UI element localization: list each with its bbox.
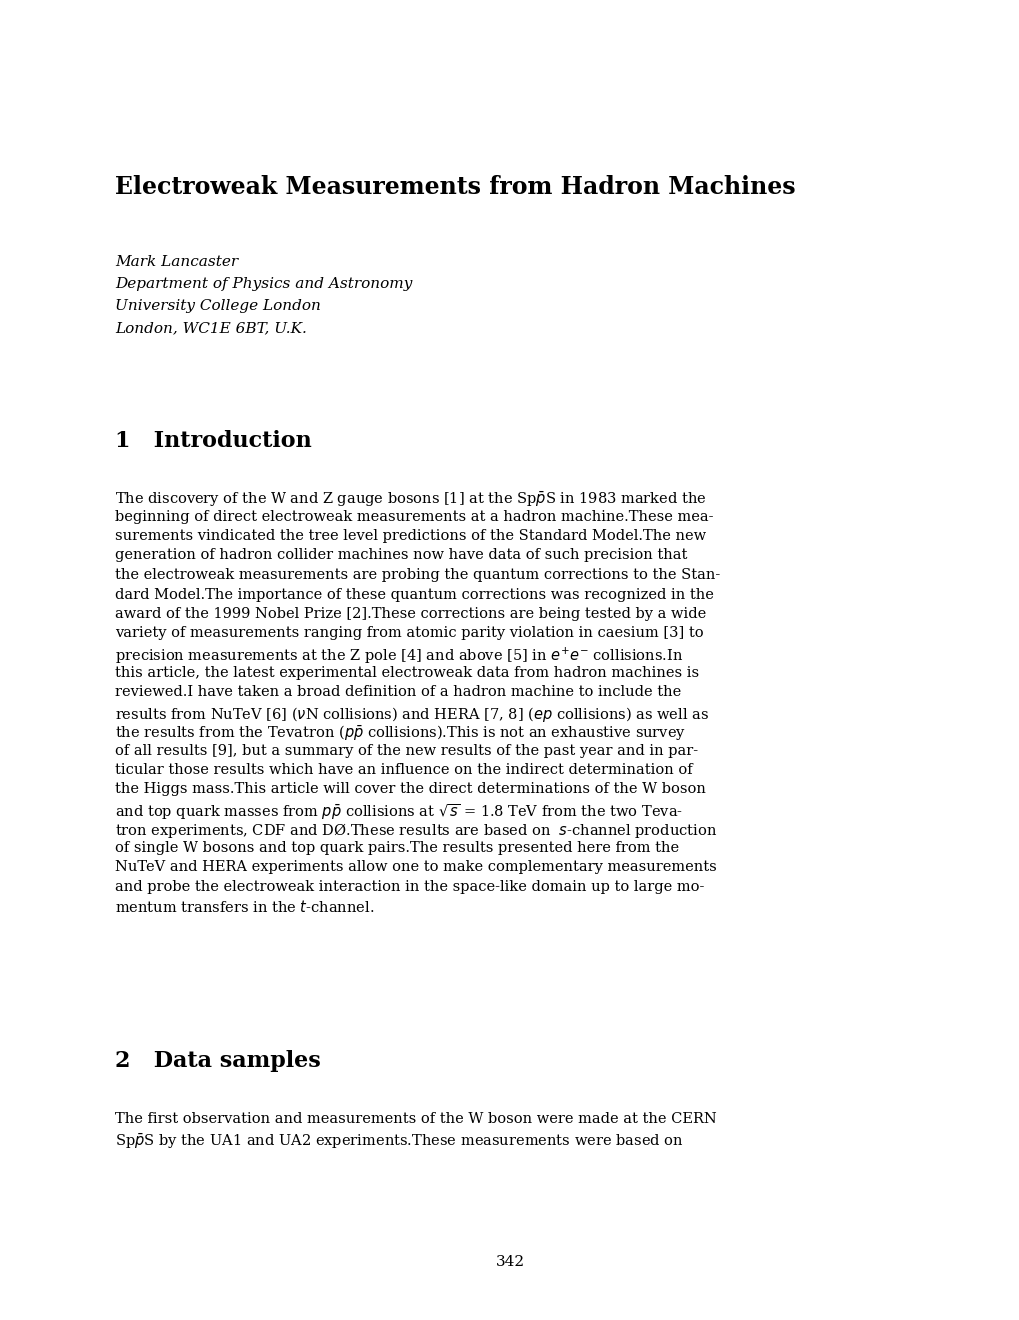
Text: of single W bosons and top quark pairs.The results presented here from the: of single W bosons and top quark pairs.T… [115,841,679,855]
Text: The first observation and measurements of the W boson were made at the CERN: The first observation and measurements o… [115,1111,716,1126]
Text: dard Model.The importance of these quantum corrections was recognized in the: dard Model.The importance of these quant… [115,587,713,602]
Text: mentum transfers in the $t$-channel.: mentum transfers in the $t$-channel. [115,899,374,916]
Text: University College London: University College London [115,300,321,313]
Text: and probe the electroweak interaction in the space-like domain up to large mo-: and probe the electroweak interaction in… [115,880,704,894]
Text: London, WC1E 6BT, U.K.: London, WC1E 6BT, U.K. [115,321,307,335]
Text: Department of Physics and Astronomy: Department of Physics and Astronomy [115,277,413,290]
Text: precision measurements at the Z pole [4] and above [5] in $e^{+}e^{-}$ collision: precision measurements at the Z pole [4]… [115,645,683,667]
Text: Sp$\bar{p}$S by the UA1 and UA2 experiments.These measurements were based on: Sp$\bar{p}$S by the UA1 and UA2 experime… [115,1131,683,1151]
Text: award of the 1999 Nobel Prize [2].These corrections are being tested by a wide: award of the 1999 Nobel Prize [2].These … [115,607,706,620]
Text: results from NuTeV [6] ($\nu$N collisions) and HERA [7, 8] ($ep$ collisions) as : results from NuTeV [6] ($\nu$N collision… [115,705,709,723]
Text: the Higgs mass.This article will cover the direct determinations of the W boson: the Higgs mass.This article will cover t… [115,783,705,796]
Text: 1   Introduction: 1 Introduction [115,430,312,451]
Text: The discovery of the W and Z gauge bosons [1] at the Sp$\bar{p}$S in 1983 marked: The discovery of the W and Z gauge boson… [115,490,706,510]
Text: 342: 342 [495,1255,524,1269]
Text: surements vindicated the tree level predictions of the Standard Model.The new: surements vindicated the tree level pred… [115,529,706,543]
Text: Electroweak Measurements from Hadron Machines: Electroweak Measurements from Hadron Mac… [115,176,795,199]
Text: ticular those results which have an influence on the indirect determination of: ticular those results which have an infl… [115,763,692,777]
Text: and top quark masses from $p\bar{p}$ collisions at $\sqrt{s}$ = 1.8 TeV from the: and top quark masses from $p\bar{p}$ col… [115,803,683,822]
Text: Mark Lancaster: Mark Lancaster [115,255,238,269]
Text: beginning of direct electroweak measurements at a hadron machine.These mea-: beginning of direct electroweak measurem… [115,510,713,524]
Text: the electroweak measurements are probing the quantum corrections to the Stan-: the electroweak measurements are probing… [115,568,719,582]
Text: 2   Data samples: 2 Data samples [115,1049,321,1072]
Text: the results from the Tevatron ($p\bar{p}$ collisions).This is not an exhaustive : the results from the Tevatron ($p\bar{p}… [115,723,686,743]
Text: this article, the latest experimental electroweak data from hadron machines is: this article, the latest experimental el… [115,665,699,680]
Text: generation of hadron collider machines now have data of such precision that: generation of hadron collider machines n… [115,549,687,562]
Text: tron experiments, CDF and DØ.These results are based on  $s$-channel production: tron experiments, CDF and DØ.These resul… [115,821,716,841]
Text: of all results [9], but a summary of the new results of the past year and in par: of all results [9], but a summary of the… [115,743,698,758]
Text: NuTeV and HERA experiments allow one to make complementary measurements: NuTeV and HERA experiments allow one to … [115,861,716,874]
Text: reviewed.I have taken a broad definition of a hadron machine to include the: reviewed.I have taken a broad definition… [115,685,681,700]
Text: variety of measurements ranging from atomic parity violation in caesium [3] to: variety of measurements ranging from ato… [115,627,703,640]
